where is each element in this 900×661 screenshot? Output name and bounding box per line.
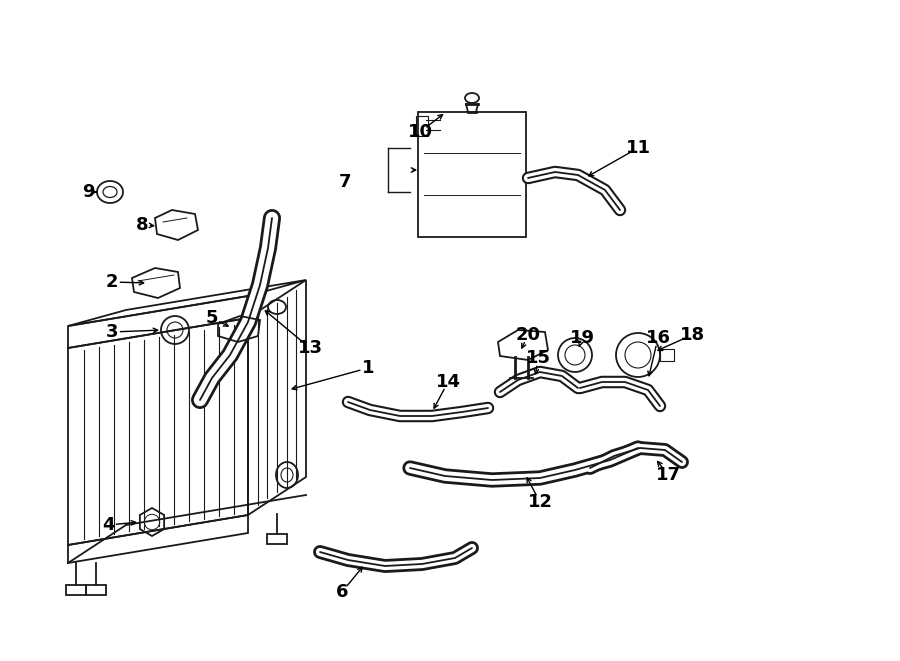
Text: 19: 19	[570, 329, 595, 347]
Text: 13: 13	[298, 339, 322, 357]
Text: 4: 4	[102, 516, 114, 534]
Text: 15: 15	[526, 349, 551, 367]
Text: 12: 12	[527, 493, 553, 511]
Text: 9: 9	[82, 183, 94, 201]
Text: 5: 5	[206, 309, 218, 327]
Text: 10: 10	[408, 123, 433, 141]
Text: 1: 1	[362, 359, 374, 377]
Text: 17: 17	[655, 466, 680, 484]
Text: 8: 8	[136, 216, 149, 234]
Text: 3: 3	[106, 323, 118, 341]
Text: 2: 2	[106, 273, 118, 291]
Text: 18: 18	[680, 326, 705, 344]
Text: 6: 6	[336, 583, 348, 601]
Text: 20: 20	[516, 326, 541, 344]
Text: 7: 7	[338, 173, 351, 191]
Text: 14: 14	[436, 373, 461, 391]
Text: 11: 11	[626, 139, 651, 157]
Text: 16: 16	[645, 329, 670, 347]
